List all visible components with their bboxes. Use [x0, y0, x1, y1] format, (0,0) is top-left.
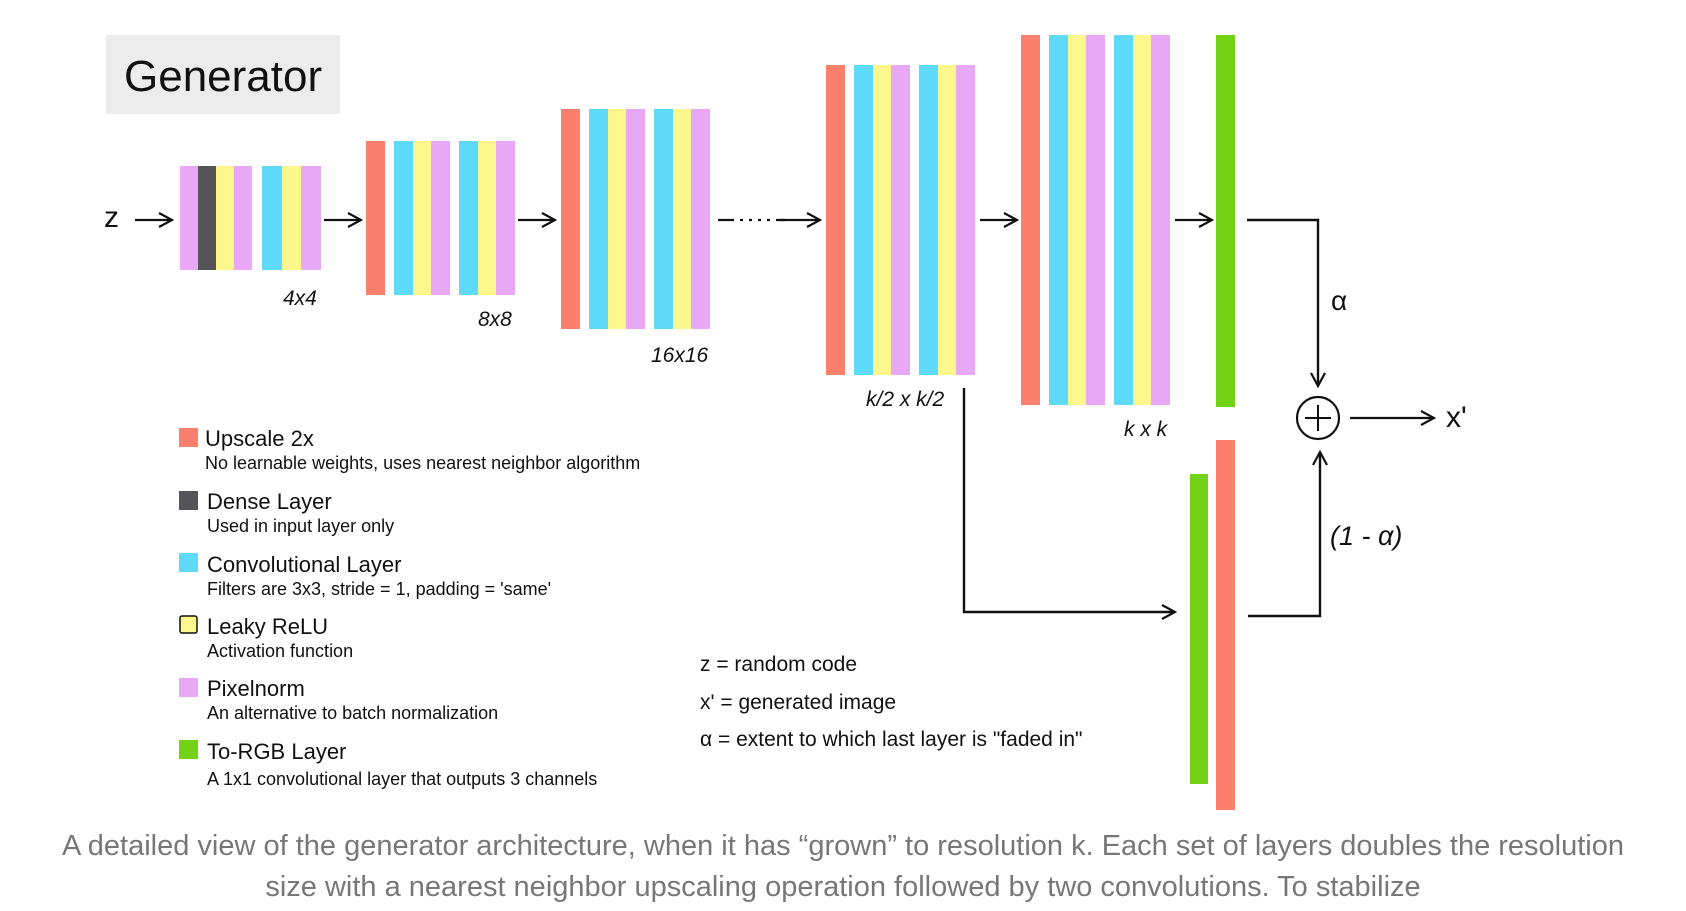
- definition-z: z = random code: [700, 653, 857, 676]
- legend-name: To-RGB Layer: [207, 739, 346, 764]
- leaky-relu-layer: [608, 109, 626, 329]
- upscale-layer: [1021, 35, 1040, 405]
- leaky-relu-layer: [413, 141, 431, 295]
- legend-name: Pixelnorm: [207, 676, 305, 701]
- block-4x4: [180, 166, 321, 270]
- pixelnorm-layer: [496, 141, 515, 295]
- output-x-label: x': [1446, 401, 1467, 434]
- legend-swatch-torgb: [179, 740, 198, 759]
- dense-layer: [198, 166, 216, 270]
- conv-layer: [919, 65, 938, 375]
- leaky-relu-layer: [873, 65, 891, 375]
- legend-desc: Used in input layer only: [207, 516, 394, 536]
- alpha-path: [1247, 218, 1318, 386]
- conv-layer: [589, 109, 608, 329]
- title-box: [106, 35, 340, 114]
- resolution-label-k: k x k: [1124, 418, 1169, 441]
- pixelnorm-layer: [301, 166, 321, 270]
- pixelnorm-layer: [180, 166, 198, 270]
- conv-layer: [1049, 35, 1068, 405]
- diagram-title: Generator: [124, 52, 322, 101]
- upscale-layer: [826, 65, 845, 375]
- definition-x-prime: x' = generated image: [700, 691, 896, 714]
- legend-name: Dense Layer: [207, 489, 332, 514]
- pixelnorm-layer: [691, 109, 710, 329]
- pixelnorm-layer: [626, 109, 645, 329]
- legend-swatch-pixelnorm: [179, 678, 198, 697]
- block-k: [1021, 35, 1170, 405]
- conv-layer: [394, 141, 413, 295]
- one-minus-alpha-label: (1 - α): [1330, 521, 1402, 551]
- upscale-layer: [561, 109, 580, 329]
- resolution-label-k-half: k/2 x k/2: [866, 388, 945, 411]
- block-k-half: [826, 65, 975, 375]
- legend-desc: An alternative to batch normalization: [207, 703, 498, 723]
- legend-swatch-upscale: [179, 428, 198, 447]
- input-z-label: z: [104, 201, 119, 234]
- figure-caption: A detailed view of the generator archite…: [61, 830, 1625, 903]
- pixelnorm-layer: [1151, 35, 1170, 405]
- conv-layer: [1114, 35, 1133, 405]
- pixelnorm-layer: [1086, 35, 1105, 405]
- leaky-relu-layer: [1133, 35, 1151, 405]
- conv-layer: [654, 109, 673, 329]
- leaky-relu-layer: [1068, 35, 1086, 405]
- upscale-layer-bottom: [1216, 440, 1235, 810]
- torgb-layer-bottom: [1190, 474, 1208, 784]
- legend-swatch-dense: [179, 491, 198, 510]
- pixelnorm-layer: [431, 141, 450, 295]
- torgb-layer-top: [1216, 35, 1235, 407]
- conv-layer: [262, 166, 282, 270]
- block-16x16: [561, 109, 710, 329]
- legend-name: Convolutional Layer: [207, 552, 401, 577]
- legend-desc: Filters are 3x3, stride = 1, padding = '…: [207, 579, 551, 599]
- leaky-relu-layer: [938, 65, 956, 375]
- resolution-label-4x4: 4x4: [283, 287, 317, 310]
- definition-alpha: α = extent to which last layer is "faded…: [700, 728, 1083, 751]
- leaky-relu-layer: [216, 166, 234, 270]
- definitions: z = random code x' = generated image α =…: [700, 653, 1083, 751]
- pixelnorm-layer: [234, 166, 252, 270]
- legend-name: Leaky ReLU: [207, 614, 328, 639]
- one-minus-alpha-path: [1248, 452, 1320, 618]
- pixelnorm-layer: [956, 65, 975, 375]
- legend: Upscale 2x No learnable weights, uses ne…: [179, 426, 640, 789]
- alpha-label: α: [1331, 285, 1347, 316]
- leaky-relu-layer: [282, 166, 301, 270]
- legend-desc: Activation function: [207, 641, 353, 661]
- legend-desc: No learnable weights, uses nearest neigh…: [205, 453, 640, 473]
- pixelnorm-layer: [891, 65, 910, 375]
- legend-swatch-conv: [179, 553, 198, 572]
- leaky-relu-layer: [478, 141, 496, 295]
- upscale-layer: [366, 141, 385, 295]
- legend-desc: A 1x1 convolutional layer that outputs 3…: [207, 769, 597, 789]
- skip-path: [962, 388, 1175, 612]
- block-8x8: [366, 141, 515, 295]
- leaky-relu-layer: [673, 109, 691, 329]
- resolution-label-16x16: 16x16: [651, 344, 709, 367]
- resolution-label-8x8: 8x8: [478, 308, 512, 331]
- legend-name: Upscale 2x: [205, 426, 314, 451]
- conv-layer: [459, 141, 478, 295]
- legend-swatch-relu: [179, 615, 198, 634]
- conv-layer: [854, 65, 873, 375]
